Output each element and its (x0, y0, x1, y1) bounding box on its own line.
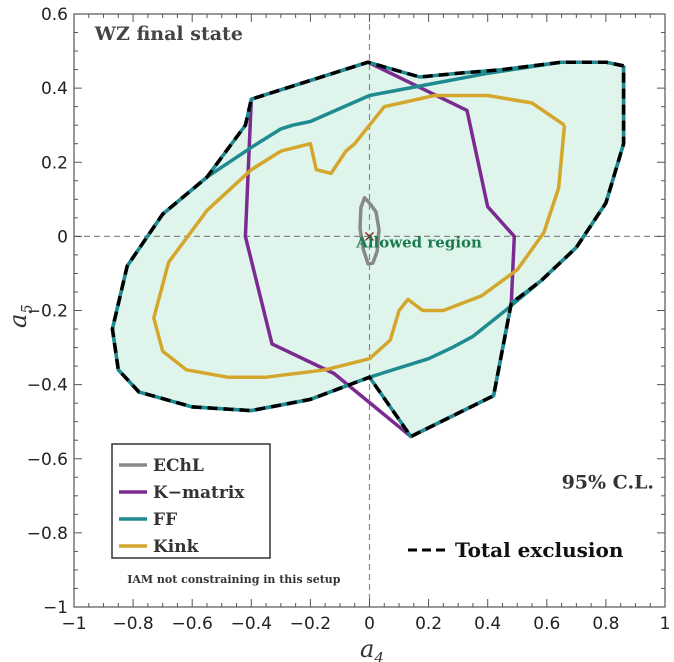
y-tick-label: 0 (57, 227, 68, 247)
y-tick-label: −0.8 (27, 524, 68, 544)
legend: EChL K−matrix FF Kink (111, 443, 271, 559)
x-axis-title: a4 (360, 635, 384, 662)
legend-label-ff: FF (153, 510, 177, 530)
x-tick-label: −1 (61, 614, 86, 634)
series-layer (110, 60, 626, 439)
x-tick-label: −0.4 (231, 614, 272, 634)
x-tick-label: 0.4 (474, 614, 501, 634)
legend-label-k-matrix: K−matrix (153, 483, 245, 503)
y-tick-label: −1 (43, 598, 68, 618)
annotation-1: Allowed region (355, 233, 482, 251)
x-tick-label: 0.8 (592, 614, 619, 634)
series-total-exclusion (110, 60, 626, 439)
x-tick-label: −0.2 (290, 614, 331, 634)
sm-point-marker: × (363, 226, 376, 245)
annotation-3: IAM not constraining in this setup (127, 573, 341, 586)
y-axis-title-sub: 5 (18, 304, 36, 314)
x-axis-title-main: a (360, 635, 374, 662)
x-axis-title-sub: 4 (373, 649, 384, 662)
annotation-0: WZ final state (94, 23, 243, 45)
y-axis-title-main: a (4, 314, 32, 328)
legend-frame (111, 443, 271, 559)
x-tick-label: 0 (364, 614, 375, 634)
y-tick-label: −0.4 (27, 376, 68, 396)
x-tick-label: 1 (660, 614, 671, 634)
x-tick-label: −0.6 (172, 614, 213, 634)
series-kink (152, 93, 567, 379)
annotation-2: 95% C.L. (562, 471, 655, 493)
y-tick-label: 0.2 (41, 153, 68, 173)
legend-label-echl: EChL (153, 456, 204, 476)
x-tick-label: 0.2 (415, 614, 442, 634)
x-tick-label: −0.8 (112, 614, 153, 634)
y-tick-label: −0.2 (27, 302, 68, 322)
series-echl (358, 196, 381, 266)
total-exclusion-legend: Total exclusion (408, 538, 624, 562)
y-axis-title: a5 (4, 304, 36, 328)
axis-ticks (73, 13, 666, 608)
marker-layer: × (363, 226, 376, 245)
x-tick-label: 0.6 (533, 614, 560, 634)
reference-lines (74, 14, 665, 607)
y-tick-label: 0.6 (41, 5, 68, 25)
tick-labels: −1 −0.8 −0.6 −0.4 −0.2 0 0.2 0.4 0.6 0.8 1 −1 −0.8 −0… (27, 5, 671, 634)
total-exclusion-legend-label: Total exclusion (455, 538, 624, 562)
annotations: WZ final state Allowed region 95% C.L. IAM … (94, 23, 654, 586)
legend-label-kink: Kink (153, 537, 200, 557)
y-tick-label: 0.4 (41, 79, 68, 99)
y-tick-label: −0.6 (27, 450, 68, 470)
